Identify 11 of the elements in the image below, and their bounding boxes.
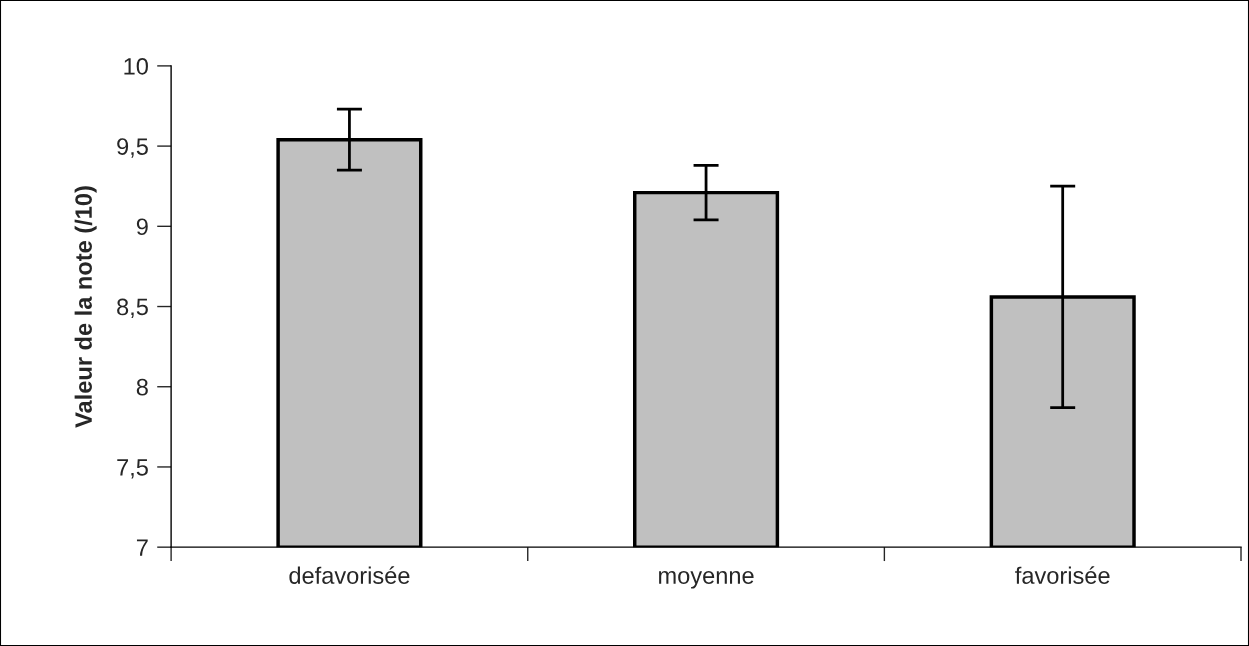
y-tick-label: 8 xyxy=(136,378,148,396)
y-tick-label: 7,5 xyxy=(117,459,148,479)
y-tick-label: 7 xyxy=(136,539,148,556)
x-tick-label: defavorisée xyxy=(289,566,410,584)
y-tick-label: 9,5 xyxy=(117,138,148,158)
y-tick-label: 8,5 xyxy=(117,298,148,319)
y-tick-label: 10 xyxy=(124,57,148,75)
x-tick-label: moyenne xyxy=(659,571,754,589)
y-axis-title: Valeur de la note (/10) xyxy=(74,186,97,428)
x-tick-label: favorisée xyxy=(1015,566,1110,584)
y-tick-label: 9 xyxy=(136,218,148,236)
